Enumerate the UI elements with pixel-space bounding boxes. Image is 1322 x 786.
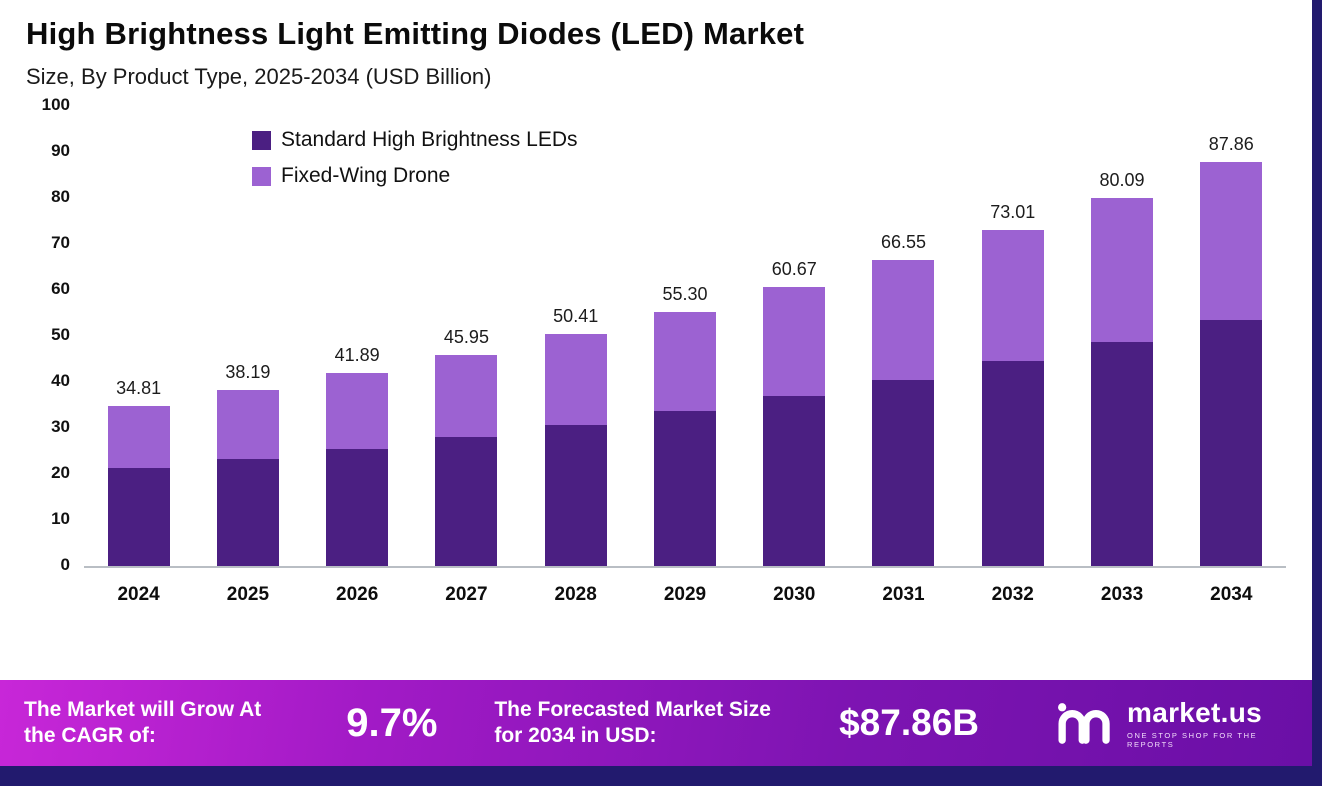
- bar-group: 73.01: [958, 202, 1067, 566]
- bar-segment: [763, 395, 826, 566]
- bar-segment: [107, 405, 170, 469]
- y-axis-tick: 60: [51, 279, 70, 298]
- x-axis-label: 2033: [1100, 584, 1144, 605]
- bar-group: 60.67: [740, 259, 849, 566]
- y-axis-tick: 10: [51, 509, 70, 528]
- marketus-logo-icon: [1053, 697, 1117, 750]
- chart-legend: Standard High Brightness LEDs Fixed-Wing…: [252, 128, 578, 188]
- stats-banner: The Market will Grow At the CAGR of: 9.7…: [0, 680, 1312, 766]
- bar-total-label: 38.19: [225, 362, 271, 383]
- bottom-border-strip: [0, 766, 1312, 786]
- bar-total-label: 41.89: [334, 345, 380, 366]
- legend-label-fixed-wing-drone: Fixed-Wing Drone: [281, 164, 451, 187]
- plot-main: Standard High Brightness LEDs Fixed-Wing…: [84, 106, 1286, 680]
- x-axis-label: 2029: [663, 584, 707, 605]
- forecast-value: $87.86B: [839, 702, 979, 743]
- x-axis-labels: 2024 2025 2026 2027 2028 2029 2030 2031 2032 2033…: [84, 584, 1286, 606]
- bar-segment: [981, 230, 1044, 362]
- bar-segment: [1200, 319, 1263, 566]
- cagr-label: The Market will Grow At the CAGR of:: [24, 697, 262, 747]
- brand-tagline: ONE STOP SHOP FOR THE REPORTS: [1127, 731, 1258, 749]
- bar-segment: [763, 286, 826, 396]
- y-axis-tick: 100: [41, 95, 70, 114]
- bar-total-label: 50.41: [553, 306, 599, 327]
- y-axis-tick: 50: [51, 325, 70, 344]
- y-axis-tick: 20: [51, 463, 70, 482]
- bar-group: 45.95: [412, 327, 521, 566]
- y-axis-tick: 40: [51, 371, 70, 390]
- cagr-value: 9.7%: [346, 700, 438, 745]
- bar-total-label: 60.67: [771, 258, 817, 279]
- y-axis-tick: 30: [51, 417, 70, 436]
- x-axis-label: 2026: [336, 584, 379, 605]
- bar-group: 55.30: [630, 284, 739, 566]
- bar-segment: [653, 311, 716, 411]
- bar-group: 87.86: [1177, 134, 1286, 566]
- y-axis-tick: 70: [51, 233, 70, 252]
- x-axis-label: 2031: [882, 584, 925, 605]
- bar-group: 66.55: [849, 232, 958, 566]
- x-axis-label: 2030: [773, 584, 816, 605]
- bars-container: 34.81 38.19 41.89 45.95 50.41 55.30 60.67 66.55…: [84, 106, 1286, 568]
- bar-segment: [216, 458, 279, 566]
- bar-segment: [1091, 341, 1154, 566]
- bar-total-label: 34.81: [116, 377, 162, 398]
- y-axis-tick: 90: [51, 141, 70, 160]
- legend-swatch-fixed-wing-drone-icon: [252, 166, 271, 186]
- brand-name: market.us: [1127, 697, 1263, 728]
- marketus-brand: market.us ONE STOP SHOP FOR THE REPORTS: [1053, 697, 1302, 750]
- bar-total-label: 55.30: [662, 283, 708, 304]
- bar-segment: [1091, 197, 1154, 342]
- bar-group: 50.41: [521, 306, 630, 566]
- bar-segment: [653, 410, 716, 566]
- plot-area: 0 10 20 30 40 50 60 70 80 90 100 Standard High Bri…: [12, 95, 1286, 680]
- x-axis-label: 2032: [991, 584, 1034, 605]
- bar-segment: [872, 259, 935, 380]
- x-axis-label: 2034: [1210, 584, 1253, 605]
- y-axis-tick: 80: [51, 187, 70, 206]
- bar-segment: [544, 334, 607, 425]
- bar-total-label: 87.86: [1208, 133, 1254, 154]
- legend-item-standard-leds: Standard High Brightness LEDs: [252, 128, 578, 152]
- forecast-label: The Forecasted Market Size for 2034 in U…: [494, 697, 771, 747]
- page-title: High Brightness Light Emitting Diodes (L…: [26, 16, 805, 51]
- bar-segment: [326, 448, 389, 566]
- bar-total-label: 73.01: [990, 202, 1036, 223]
- bar-group: 80.09: [1067, 170, 1176, 566]
- stacked-bar-chart: 0 10 20 30 40 50 60 70 80 90 100 Standard High Bri…: [0, 90, 1312, 680]
- bar-total-label: 45.95: [443, 326, 489, 347]
- y-axis-tick: 0: [60, 555, 70, 574]
- bar-segment: [435, 354, 498, 438]
- x-axis-label: 2027: [445, 584, 488, 605]
- bar-segment: [544, 424, 607, 566]
- bar-total-label: 80.09: [1099, 169, 1145, 190]
- legend-label-standard-leds: Standard High Brightness LEDs: [281, 128, 578, 151]
- bar-segment: [435, 437, 498, 566]
- x-axis-label: 2028: [554, 584, 597, 605]
- chart-header: High Brightness Light Emitting Diodes (L…: [0, 0, 1312, 90]
- bar-group: 41.89: [303, 345, 412, 566]
- y-axis: 0 10 20 30 40 50 60 70 80 90 100: [12, 95, 84, 574]
- brand-text: market.us ONE STOP SHOP FOR THE REPORTS: [1127, 697, 1302, 749]
- legend-item-fixed-wing-drone: Fixed-Wing Drone: [252, 164, 578, 188]
- bar-group: 34.81: [84, 378, 193, 566]
- bar-total-label: 66.55: [880, 231, 927, 252]
- x-axis-label: 2024: [117, 584, 160, 605]
- bar-segment: [216, 390, 279, 459]
- legend-swatch-standard-leds-icon: [252, 130, 271, 150]
- bar-group: 38.19: [193, 362, 302, 566]
- bar-segment: [107, 468, 170, 566]
- bar-segment: [326, 373, 389, 449]
- x-axis-label: 2025: [226, 584, 270, 605]
- page-subtitle: Size, By Product Type, 2025-2034 (USD Bi…: [26, 64, 492, 89]
- bar-segment: [872, 379, 935, 566]
- bar-segment: [981, 361, 1044, 566]
- bar-segment: [1200, 161, 1263, 320]
